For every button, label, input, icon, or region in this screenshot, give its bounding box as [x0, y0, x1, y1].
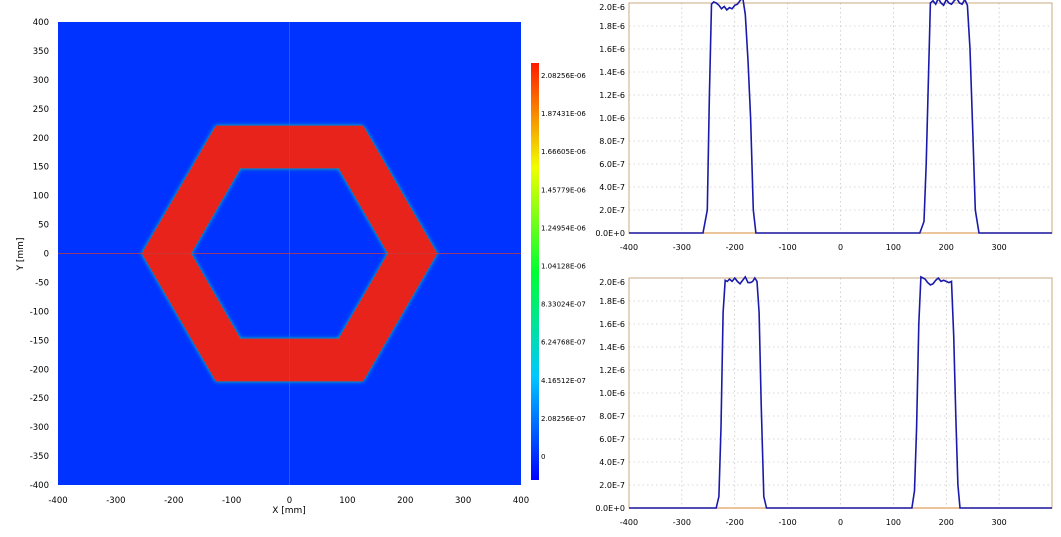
heatmap-y-tick-label: 50 — [38, 221, 49, 231]
heatmap-x-tick-label: 300 — [455, 496, 471, 506]
profile-y-tick-label: 0.0E+0 — [595, 229, 625, 238]
colorbar-gradient — [531, 63, 539, 480]
profile-top-grid — [629, 3, 1052, 233]
profile-y-tick-label: 6.0E-7 — [599, 435, 625, 444]
profile-x-tick-label: 100 — [886, 518, 901, 527]
profile-x-tick-label: 300 — [991, 243, 1006, 252]
profile-y-tick-label: 1.0E-6 — [599, 389, 625, 398]
heatmap-y-label: Y [mm] — [16, 238, 26, 272]
profile-x-tick-label: -200 — [726, 243, 744, 252]
profile-y-tick-label: 2.0E-7 — [599, 206, 625, 215]
profile-x-tick-label: 300 — [991, 518, 1006, 527]
colorbar-label: 6.24768E-07 — [541, 339, 586, 347]
profile-y-tick-label: 1.8E-6 — [599, 297, 625, 306]
profile-bottom-grid — [629, 278, 1052, 508]
profile-x-tick-label: -200 — [726, 518, 744, 527]
profile-y-tick-label: 2.0E-6 — [599, 3, 625, 12]
colorbar: 2.08256E-06 1.87431E-06 1.66605E-06 1.45779… — [531, 63, 586, 480]
profile-y-tick-label: 2.0E-7 — [599, 481, 625, 490]
profile-y-tick-label: 2.0E-6 — [599, 278, 625, 287]
heatmap-y-tick-label: 150 — [33, 163, 49, 173]
heatmap-y-tick-label: 250 — [33, 105, 49, 115]
profile-x-tick-label: 200 — [939, 243, 954, 252]
heatmap-x-tick-label: 400 — [513, 496, 529, 506]
colorbar-label: 1.87431E-06 — [541, 110, 586, 118]
colorbar-label: 2.08256E-07 — [541, 415, 586, 423]
profile-x-tick-label: 200 — [939, 518, 954, 527]
colorbar-label: 1.66605E-06 — [541, 148, 586, 156]
profile-y-tick-label: 6.0E-7 — [599, 160, 625, 169]
profile-y-tick-label: 1.6E-6 — [599, 320, 625, 329]
profile-x-tick-label: 0 — [838, 518, 843, 527]
heatmap-y-tick-label: -100 — [30, 307, 49, 317]
heatmap-x-tick-label: 0 — [287, 496, 292, 506]
profile-y-tick-label: 1.2E-6 — [599, 91, 625, 100]
profile-y-tick-label: 1.4E-6 — [599, 68, 625, 77]
profile-y-tick-label: 4.0E-7 — [599, 458, 625, 467]
heatmap-x-label: X [mm] — [272, 506, 306, 516]
profile-x-tick-label: -100 — [779, 243, 797, 252]
colorbar-label: 2.08256E-06 — [541, 72, 586, 80]
heatmap-y-tick-label: 400 — [33, 18, 49, 28]
heatmap-x-ticks: -400 -300 -200 -100 0 100 200 300 400 — [48, 496, 529, 506]
profile-x-tick-label: -400 — [620, 243, 638, 252]
colorbar-label: 4.16512E-07 — [541, 377, 586, 385]
heatmap-x-tick-label: -300 — [106, 496, 125, 506]
profile-top-y-ticks: 2.0E-6 1.8E-6 1.6E-6 1.4E-6 1.2E-6 1.0E-6 8.0E… — [595, 3, 625, 238]
profile-x-tick-label: 100 — [886, 243, 901, 252]
colorbar-label: 1.24954E-06 — [541, 224, 586, 232]
heatmap-x-tick-label: -100 — [222, 496, 241, 506]
profile-y-tick-label: 4.0E-7 — [599, 183, 625, 192]
profile-x-tick-label: -300 — [673, 243, 691, 252]
profile-top-x-ticks: -400 -300 -200 -100 0 100 200 300 — [620, 243, 1007, 252]
profile-y-tick-label: 1.8E-6 — [599, 22, 625, 31]
heatmap-y-tick-label: -400 — [30, 481, 49, 491]
profile-x-tick-label: 0 — [838, 243, 843, 252]
heatmap-x-tick-label: -200 — [164, 496, 183, 506]
heatmap-y-tick-label: 300 — [33, 76, 49, 86]
heatmap-x-tick-label: 100 — [339, 496, 355, 506]
colorbar-label: 0 — [541, 453, 545, 461]
profile-y-tick-label: 8.0E-7 — [599, 137, 625, 146]
colorbar-label: 8.33024E-07 — [541, 301, 586, 309]
profile-y-tick-label: 1.2E-6 — [599, 366, 625, 375]
heatmap-y-tick-label: -50 — [35, 278, 49, 288]
heatmap-panel: -400 -300 -200 -100 0 100 200 300 400 400 350 300 2… — [16, 18, 529, 516]
profile-bottom-x-ticks: -400 -300 -200 -100 0 100 200 300 — [620, 518, 1007, 527]
heatmap-y-tick-label: 200 — [33, 134, 49, 144]
heatmap-y-tick-label: -300 — [30, 423, 49, 433]
profile-y-tick-label: 1.4E-6 — [599, 343, 625, 352]
colorbar-labels: 2.08256E-06 1.87431E-06 1.66605E-06 1.45779… — [541, 72, 586, 461]
profile-x-tick-label: -300 — [673, 518, 691, 527]
colorbar-label: 1.04128E-06 — [541, 263, 586, 271]
profile-y-tick-label: 8.0E-7 — [599, 412, 625, 421]
profile-bottom-y-ticks: 2.0E-6 1.8E-6 1.6E-6 1.4E-6 1.2E-6 1.0E-6 8.0E… — [595, 278, 625, 513]
profile-x-tick-label: -100 — [779, 518, 797, 527]
profile-y-tick-label: 1.0E-6 — [599, 114, 625, 123]
profile-y-tick-label: 1.6E-6 — [599, 45, 625, 54]
heatmap-ring — [141, 125, 438, 382]
heatmap-y-tick-label: -250 — [30, 394, 49, 404]
heatmap-y-ticks: 400 350 300 250 200 150 100 50 0 -50 -100 -150 -200 -… — [30, 18, 49, 491]
colorbar-label: 1.45779E-06 — [541, 186, 586, 194]
heatmap-y-tick-label: -200 — [30, 365, 49, 375]
heatmap-y-tick-label: -150 — [30, 336, 49, 346]
profile-chart-bottom: 2.0E-6 1.8E-6 1.6E-6 1.4E-6 1.2E-6 1.0E-6 8.0E… — [595, 275, 1053, 527]
profile-y-tick-label: 0.0E+0 — [595, 504, 625, 513]
heatmap-x-tick-label: -400 — [48, 496, 67, 506]
heatmap-x-tick-label: 200 — [397, 496, 413, 506]
heatmap-y-tick-label: 0 — [44, 250, 49, 260]
heatmap-y-tick-label: 350 — [33, 47, 49, 57]
profile-bottom-line — [629, 275, 1052, 509]
heatmap-y-tick-label: 100 — [33, 192, 49, 202]
profile-x-tick-label: -400 — [620, 518, 638, 527]
profile-chart-top: 2.0E-6 1.8E-6 1.6E-6 1.4E-6 1.2E-6 1.0E-6 8.0E… — [595, 0, 1053, 252]
heatmap-y-tick-label: -350 — [30, 452, 49, 462]
profile-top-line — [629, 0, 1052, 234]
